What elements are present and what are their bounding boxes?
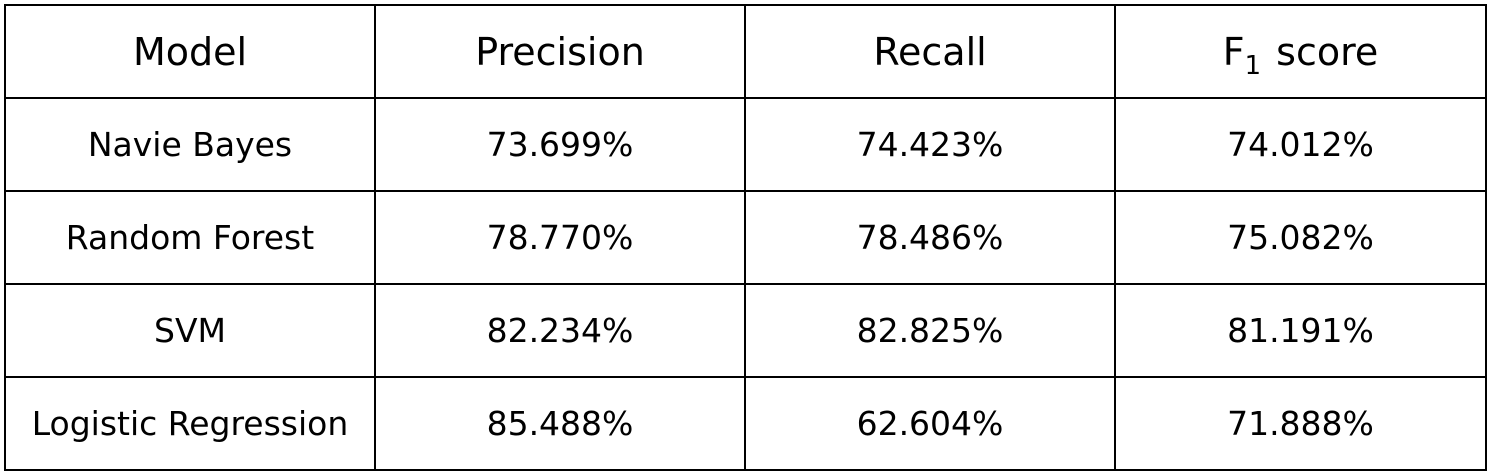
cell-recall: 78.486% [744,190,1116,285]
header-f1-score: F1 score [1114,4,1487,99]
cell-precision: 85.488% [374,376,746,471]
cell-f1: 71.888% [1114,376,1487,471]
header-row: Model Precision Recall F1 score [4,4,1487,99]
header-f1-subscript: 1 [1244,50,1261,81]
cell-recall: 74.423% [744,97,1116,192]
cell-f1: 81.191% [1114,283,1487,378]
cell-recall: 82.825% [744,283,1116,378]
cell-precision: 82.234% [374,283,746,378]
cell-model: Logistic Regression [4,376,376,471]
results-table: Model Precision Recall F1 score Navie Ba… [4,4,1487,471]
header-recall: Recall [744,4,1116,99]
header-f1-base: F [1222,29,1245,74]
table-row: SVM 82.234% 82.825% 81.191% [4,283,1487,378]
cell-f1: 74.012% [1114,97,1487,192]
header-model: Model [4,4,376,99]
header-f1-rest: score [1264,29,1379,74]
cell-model: Navie Bayes [4,97,376,192]
table-row: Random Forest 78.770% 78.486% 75.082% [4,190,1487,285]
cell-f1: 75.082% [1114,190,1487,285]
cell-precision: 73.699% [374,97,746,192]
table-row: Logistic Regression 85.488% 62.604% 71.8… [4,376,1487,471]
cell-precision: 78.770% [374,190,746,285]
cell-model: SVM [4,283,376,378]
cell-recall: 62.604% [744,376,1116,471]
cell-model: Random Forest [4,190,376,285]
header-precision: Precision [374,4,746,99]
table-row: Navie Bayes 73.699% 74.423% 74.012% [4,97,1487,192]
